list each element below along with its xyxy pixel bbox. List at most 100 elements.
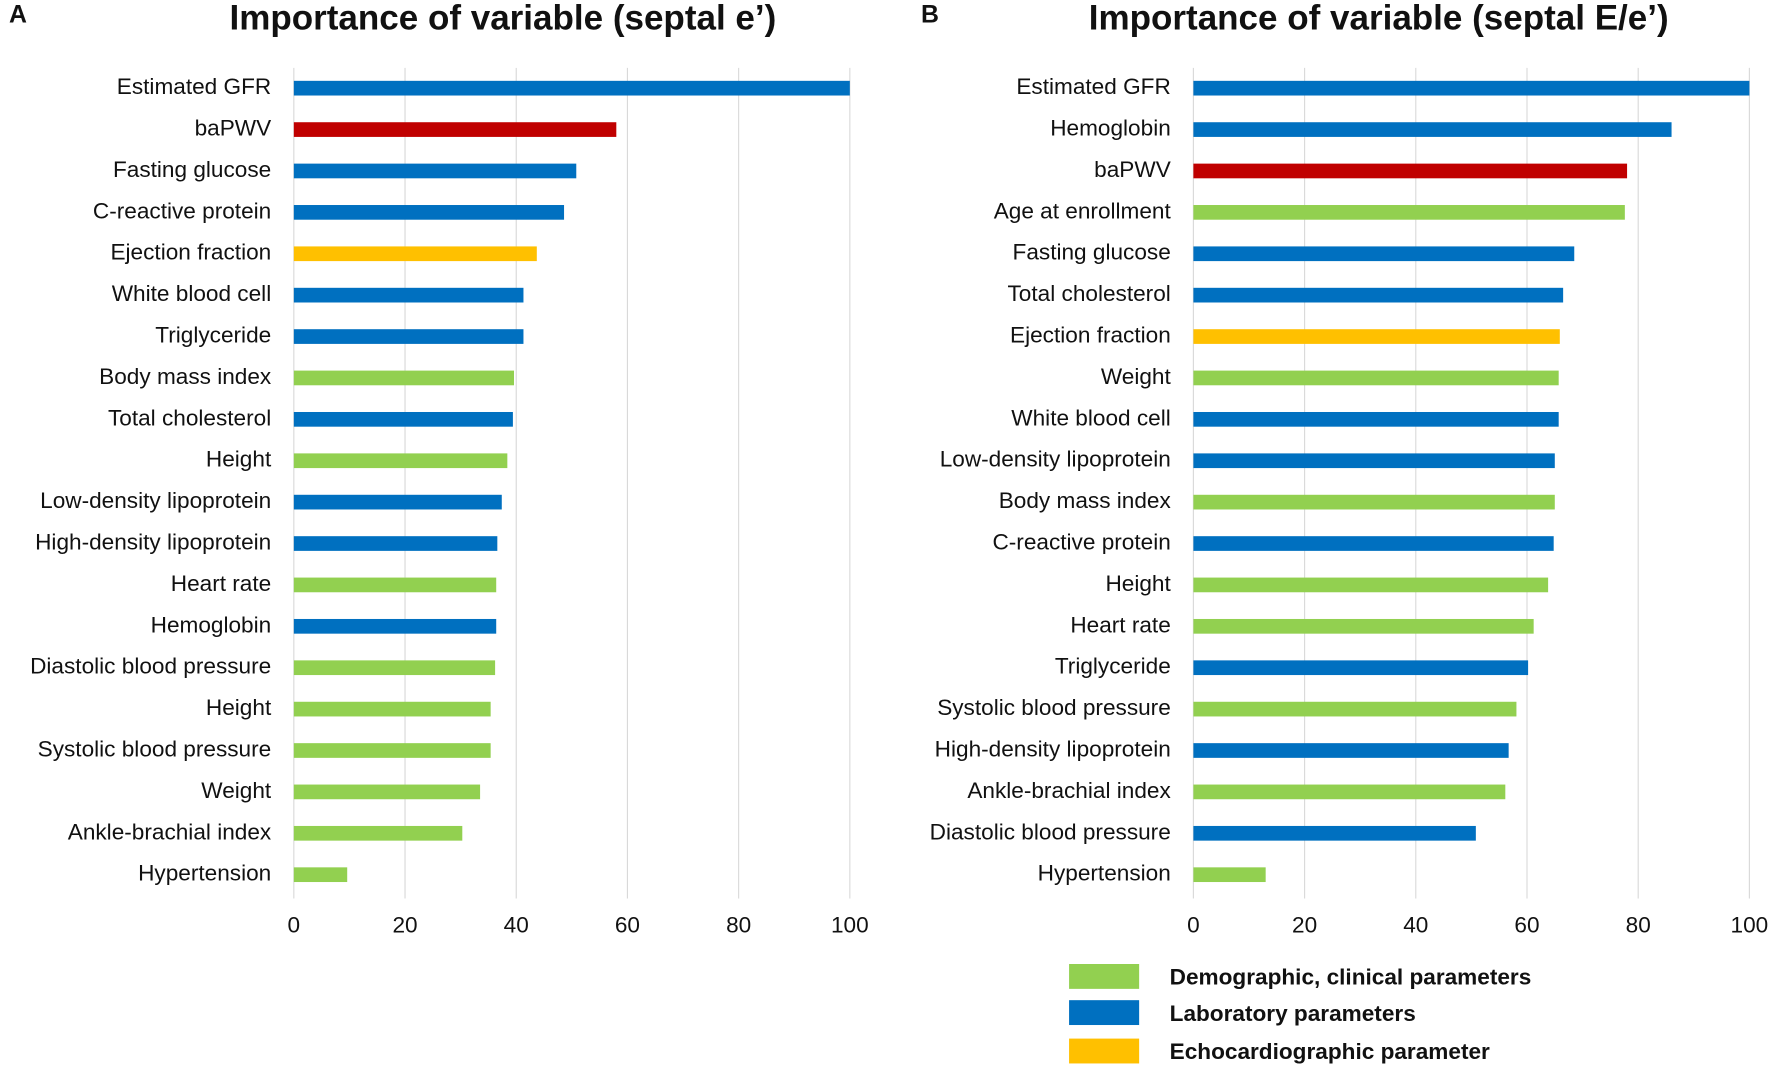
y-tick-label: Hemoglobin [1050,116,1171,141]
bar [293,80,850,96]
x-tick-label: 40 [1403,913,1428,938]
legend-swatch [1069,964,1140,989]
bar [1193,660,1529,676]
bar [1193,536,1554,551]
legend-label: Demographic, clinical parameters [1170,965,1532,990]
bar [1193,287,1564,303]
bar [1193,411,1559,427]
y-tick-label: baPWV [1094,157,1171,182]
y-tick-label: Hypertension [138,861,271,886]
y-tick-label: Height [1105,571,1171,596]
bar [1193,784,1506,800]
bar [293,536,498,551]
chart-title: Importance of variable (septal e’) [229,0,776,38]
y-tick-label: Weight [1101,364,1172,389]
bar [293,453,508,469]
bar [293,205,565,220]
x-tick-label: 100 [831,913,869,938]
x-tick-label: 80 [1626,913,1651,938]
y-tick-label: Age at enrollment [994,198,1172,223]
y-tick-label: Heart rate [1070,612,1170,637]
bar [293,660,496,676]
y-tick-label: Ankle-brachial index [967,778,1171,803]
x-tick-label: 60 [615,913,640,938]
y-tick-label: C-reactive protein [93,198,271,223]
y-tick-label: White blood cell [112,281,272,306]
y-tick-label: Diastolic blood pressure [930,819,1171,844]
y-tick-label: Total cholesterol [1008,281,1171,306]
x-tick-label: 20 [1292,913,1317,938]
bar [1193,618,1534,634]
bar [293,329,524,344]
bar [293,494,502,510]
chart-title: Importance of variable (septal E/e’) [1089,0,1669,38]
bar [293,370,515,386]
legend-swatch [1069,1038,1140,1064]
legend-label: Echocardiographic parameter [1170,1039,1490,1064]
y-tick-label: High-density lipoprotein [935,736,1171,761]
y-tick-label: Ejection fraction [1010,323,1171,348]
bar [293,825,463,841]
bar [1193,577,1549,593]
y-tick-label: Fasting glucose [113,157,271,182]
bar [1193,122,1672,137]
bar [293,246,537,262]
bar [1193,205,1625,220]
bar [293,287,524,303]
bar [1193,453,1555,469]
x-tick-label: 80 [726,913,751,938]
y-tick-label: Systolic blood pressure [937,695,1171,720]
bar [293,122,617,137]
y-tick-label: Height [206,447,272,472]
y-tick-label: Body mass index [99,364,272,389]
y-tick-label: Diastolic blood pressure [30,654,271,679]
y-tick-label: Fasting glucose [1013,240,1171,265]
bar [1193,494,1555,510]
y-tick-label: C-reactive protein [992,529,1170,554]
y-tick-label: Height [206,695,272,720]
y-tick-label: Low-density lipoprotein [940,447,1171,472]
y-tick-label: Heart rate [171,571,271,596]
x-tick-label: 0 [288,913,301,938]
y-tick-label: baPWV [195,116,272,141]
legend-swatch [1069,1000,1140,1026]
bar [1193,163,1628,179]
y-tick-label: Hemoglobin [151,612,272,637]
bar [1193,246,1575,262]
y-tick-label: Low-density lipoprotein [40,488,271,513]
y-tick-label: Ankle-brachial index [68,819,272,844]
y-tick-label: Ejection fraction [110,240,271,265]
bar [1193,370,1559,386]
y-tick-label: Triglyceride [1055,654,1171,679]
y-tick-label: Systolic blood pressure [38,736,272,761]
bar [293,411,513,427]
panel-label: A [9,0,27,28]
y-tick-label: Body mass index [999,488,1172,513]
bar [1193,80,1750,96]
bar [293,743,491,758]
bar [1193,825,1476,841]
panel-label: B [921,0,939,28]
bar [293,618,497,634]
bar [293,784,481,800]
x-tick-label: 100 [1731,913,1769,938]
y-tick-label: High-density lipoprotein [35,529,271,554]
bar [1193,701,1517,717]
y-tick-label: Hypertension [1038,861,1171,886]
y-tick-label: Estimated GFR [1016,74,1170,99]
bar [293,163,577,179]
legend-label: Laboratory parameters [1170,1001,1416,1026]
y-tick-label: Estimated GFR [117,74,271,99]
y-tick-label: Total cholesterol [108,405,271,430]
x-tick-label: 60 [1514,913,1539,938]
bar [293,577,497,593]
bar [1193,743,1509,758]
bar [1193,867,1266,883]
y-tick-label: White blood cell [1011,405,1171,430]
bar [293,701,491,717]
x-tick-label: 20 [392,913,417,938]
y-tick-label: Triglyceride [155,323,271,348]
x-tick-label: 40 [504,913,529,938]
